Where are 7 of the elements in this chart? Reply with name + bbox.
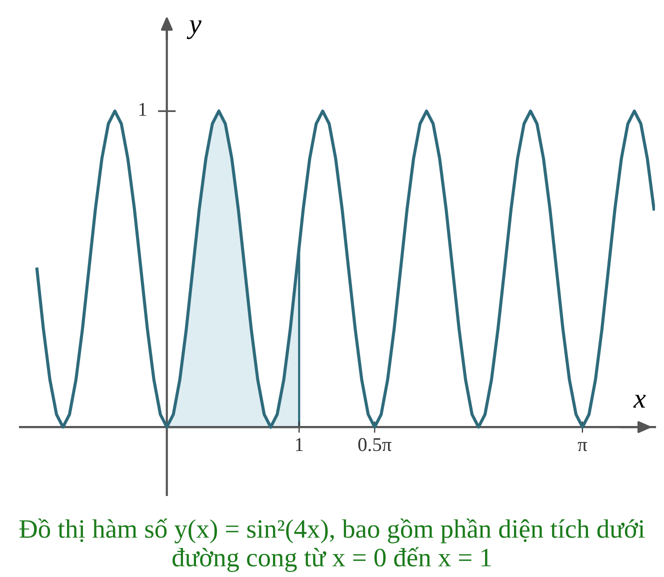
annotation: 1 [139, 102, 146, 116]
x-tick-label: 0.5π [358, 438, 392, 452]
x-tick-label: π [578, 442, 588, 452]
x-tick-label: 1 [296, 438, 303, 451]
text: Đồ thị hàm số y(x) = sin²(4x), bao gồm phần diện tích dưới đường cong từ x = 0 đến x = 1 [19, 518, 645, 572]
y-axis-title: y [186, 20, 202, 40]
x-axis-title: x [633, 394, 646, 408]
